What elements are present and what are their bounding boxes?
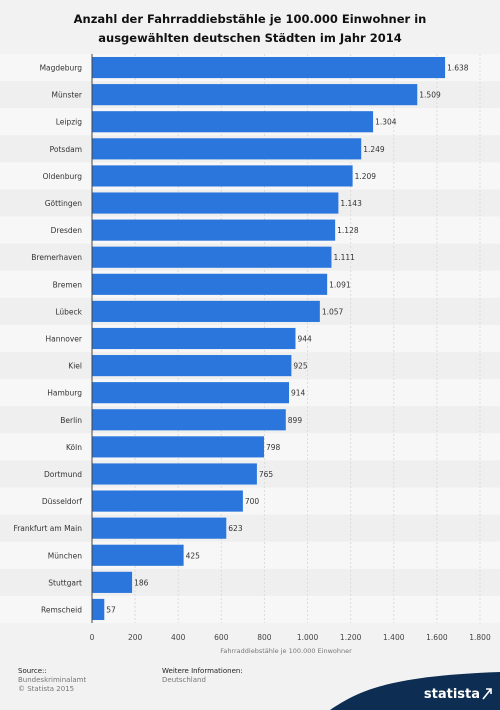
category-label: Köln — [66, 443, 82, 452]
bar — [92, 327, 296, 350]
value-label: 765 — [259, 470, 274, 479]
x-tick-label: 1.000 — [297, 633, 319, 642]
value-label: 1.143 — [340, 199, 362, 208]
bar — [92, 273, 328, 295]
value-label: 925 — [293, 362, 308, 371]
x-tick-label: 800 — [257, 633, 272, 642]
bar — [92, 382, 290, 404]
category-label: München — [48, 551, 82, 560]
category-label: Berlin — [60, 416, 82, 425]
value-label: 57 — [106, 605, 116, 614]
category-label: Potsdam — [50, 145, 82, 154]
bar — [92, 463, 257, 485]
bar — [92, 355, 292, 377]
x-tick-label: 1.800 — [469, 633, 491, 642]
value-label: 425 — [186, 551, 201, 560]
row-stripe — [0, 487, 500, 515]
bar — [92, 544, 184, 566]
bar — [92, 409, 286, 431]
row-stripe — [0, 568, 500, 596]
source-line: Bundeskriminalamt — [18, 676, 87, 684]
bar-chart: Magdeburg 1.638 Münster 1.509 Leipzig 1.304 Po… — [0, 54, 500, 655]
category-label: Münster — [51, 91, 82, 100]
copyright-line: © Statista 2015 — [18, 685, 75, 693]
category-label: Kiel — [68, 362, 82, 371]
category-label: Bremen — [53, 280, 83, 289]
value-label: 1.057 — [322, 307, 344, 316]
chart-title: Anzahl der Fahrraddiebstähle je 100.000 … — [73, 12, 427, 45]
bar — [92, 219, 336, 241]
x-tick-label: 1.400 — [383, 633, 405, 642]
x-tick-label: 1.200 — [340, 633, 362, 642]
x-tick-label: 600 — [214, 633, 229, 642]
x-tick-label: 200 — [128, 633, 143, 642]
value-label: 1.638 — [447, 64, 469, 73]
x-tick-label: 1.600 — [426, 633, 448, 642]
brand-logo[interactable]: statista — [423, 687, 480, 702]
value-label: 1.249 — [363, 145, 385, 154]
bar — [92, 84, 418, 106]
value-label: 1.304 — [375, 118, 397, 127]
arrow-icon — [482, 688, 492, 700]
value-label: 1.509 — [419, 91, 441, 100]
x-tick-label: 400 — [171, 633, 186, 642]
category-label: Frankfurt am Main — [13, 524, 82, 533]
category-label: Düsseldorf — [42, 497, 82, 506]
value-label: 1.091 — [329, 280, 351, 289]
category-label: Stuttgart — [48, 578, 82, 587]
value-label: 623 — [228, 524, 243, 533]
source-heading: Source:: — [18, 667, 47, 675]
bar — [92, 138, 362, 160]
bar — [92, 300, 320, 322]
bar — [92, 111, 374, 133]
category-label: Göttingen — [45, 199, 82, 208]
bar — [92, 598, 105, 621]
value-label: 1.111 — [333, 253, 355, 262]
category-label: Dortmund — [44, 470, 82, 479]
value-label: 186 — [134, 578, 149, 587]
x-tick-label: 0 — [90, 633, 95, 642]
category-label: Lübeck — [55, 307, 82, 316]
row-stripe — [0, 514, 500, 542]
value-label: 914 — [291, 389, 306, 398]
bar — [92, 436, 265, 458]
row-stripe — [0, 595, 500, 623]
x-axis-title: Fahrraddiebstähle je 100.000 Einwohner — [220, 647, 352, 655]
bar — [92, 571, 133, 593]
category-label: Magdeburg — [40, 64, 83, 73]
bar — [92, 56, 446, 79]
value-label: 944 — [297, 335, 312, 344]
value-label: 700 — [245, 497, 260, 506]
info-heading: Weitere Informationen: — [162, 667, 243, 675]
value-label: 1.209 — [355, 172, 377, 181]
row-stripe — [0, 541, 500, 569]
value-label: 798 — [266, 443, 281, 452]
category-label: Hamburg — [47, 389, 82, 398]
bar — [92, 246, 332, 268]
info-line: Deutschland — [162, 676, 206, 684]
bar — [92, 192, 339, 214]
bar — [92, 490, 243, 512]
category-label: Hannover — [46, 335, 83, 344]
category-label: Remscheid — [41, 605, 82, 614]
bar — [92, 517, 227, 539]
category-label: Bremerhaven — [31, 253, 82, 262]
value-label: 899 — [288, 416, 303, 425]
category-label: Leipzig — [56, 118, 83, 127]
source-block: Source:: Bundeskriminalamt © Statista 20… — [18, 667, 86, 694]
value-label: 1.128 — [337, 226, 359, 235]
category-label: Oldenburg — [43, 172, 83, 181]
bar — [92, 165, 353, 187]
category-label: Dresden — [51, 226, 83, 235]
info-block: Weitere Informationen: Deutschland — [162, 667, 243, 685]
